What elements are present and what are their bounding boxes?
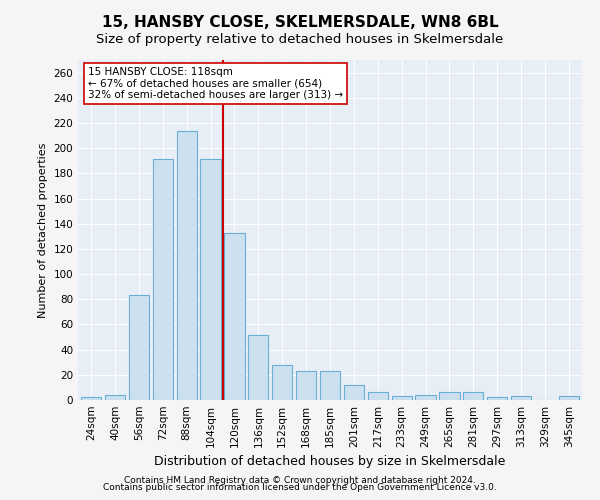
Text: 15, HANSBY CLOSE, SKELMERSDALE, WN8 6BL: 15, HANSBY CLOSE, SKELMERSDALE, WN8 6BL <box>101 15 499 30</box>
Bar <box>129 296 149 400</box>
Bar <box>415 395 436 400</box>
Bar <box>487 398 508 400</box>
Bar <box>176 130 197 400</box>
Bar <box>272 364 292 400</box>
Bar <box>439 392 460 400</box>
Bar <box>152 160 173 400</box>
Text: 15 HANSBY CLOSE: 118sqm
← 67% of detached houses are smaller (654)
32% of semi-d: 15 HANSBY CLOSE: 118sqm ← 67% of detache… <box>88 67 343 100</box>
Bar <box>81 398 101 400</box>
Bar <box>296 371 316 400</box>
Bar <box>511 396 531 400</box>
Bar <box>463 392 484 400</box>
X-axis label: Distribution of detached houses by size in Skelmersdale: Distribution of detached houses by size … <box>154 456 506 468</box>
Bar <box>392 396 412 400</box>
Text: Contains HM Land Registry data © Crown copyright and database right 2024.: Contains HM Land Registry data © Crown c… <box>124 476 476 485</box>
Bar <box>559 396 579 400</box>
Y-axis label: Number of detached properties: Number of detached properties <box>38 142 48 318</box>
Text: Contains public sector information licensed under the Open Government Licence v3: Contains public sector information licen… <box>103 484 497 492</box>
Bar <box>248 334 268 400</box>
Bar <box>105 395 125 400</box>
Bar <box>344 385 364 400</box>
Text: Size of property relative to detached houses in Skelmersdale: Size of property relative to detached ho… <box>97 32 503 46</box>
Bar <box>320 371 340 400</box>
Bar <box>224 232 245 400</box>
Bar <box>368 392 388 400</box>
Bar <box>200 160 221 400</box>
